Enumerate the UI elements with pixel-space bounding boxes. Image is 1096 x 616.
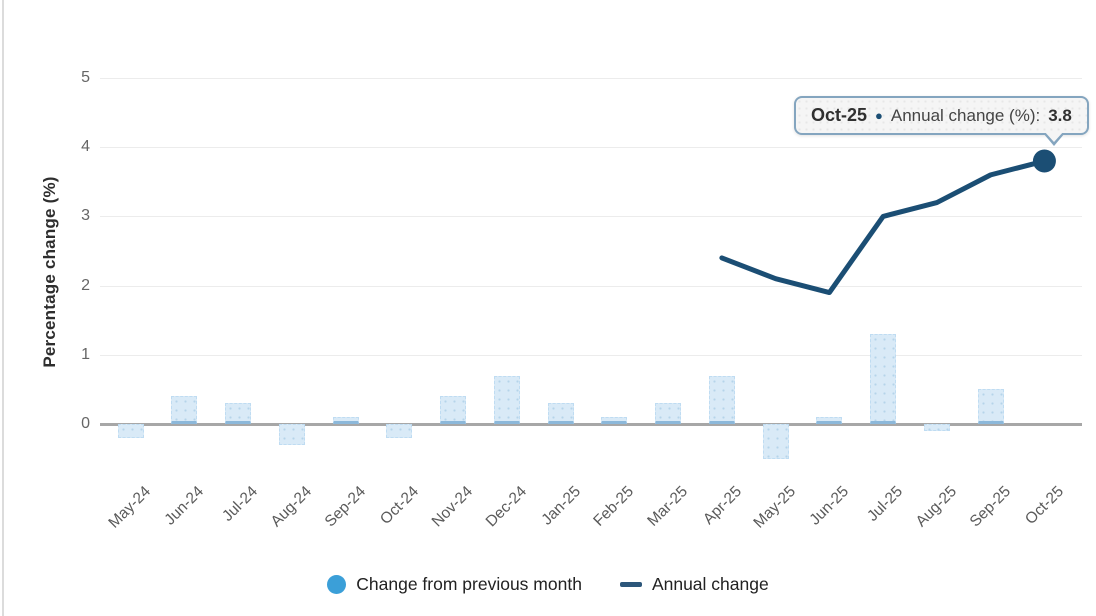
tooltip: Oct-25 ● Annual change (%): 3.8 [794, 96, 1089, 146]
selected-point-oct-25[interactable] [1032, 149, 1056, 173]
gridline-3 [100, 216, 1082, 218]
y-tick-label: 0 [81, 415, 90, 432]
line-marker-icon [619, 582, 642, 587]
bar-May-24[interactable] [117, 424, 144, 438]
bar-Mar-25[interactable] [655, 403, 682, 424]
tooltip-value: 3.8 [1048, 105, 1072, 125]
gridline-5 [100, 78, 1082, 79]
legend-item-annual-change[interactable]: Annual change [619, 574, 769, 595]
bar-May-25[interactable] [762, 424, 789, 459]
legend-label: Annual change [651, 574, 769, 594]
chart-legend: Change from previous month Annual change [0, 574, 1096, 595]
bar-Sep-24[interactable] [332, 417, 359, 424]
bar-Jan-25[interactable] [547, 403, 574, 424]
tooltip-series-dot-icon: ● [875, 108, 883, 123]
bar-Nov-24[interactable] [440, 396, 467, 424]
bar-Jul-25[interactable] [870, 334, 897, 424]
y-tick-label: 3 [81, 207, 90, 225]
y-tick-label: 1 [81, 345, 90, 363]
y-tick-label: 5 [81, 69, 90, 86]
bar-Aug-24[interactable] [278, 424, 305, 445]
bar-Oct-24[interactable] [386, 424, 413, 438]
annual-change-line[interactable] [719, 158, 1047, 296]
bar-Feb-25[interactable] [601, 417, 628, 424]
gridline-2 [100, 285, 1082, 287]
circle-marker-icon [327, 575, 347, 594]
page-left-border [2, 0, 4, 616]
bar-Sep-25[interactable] [977, 389, 1004, 424]
bar-Jun-25[interactable] [816, 417, 843, 424]
y-tick-label: 2 [81, 276, 90, 294]
gridline-4 [100, 147, 1082, 149]
tooltip-category: Oct-25 [811, 105, 868, 125]
bar-Dec-24[interactable] [493, 375, 520, 424]
legend-label: Change from previous month [356, 574, 582, 594]
bar-Jul-24[interactable] [225, 403, 252, 424]
bar-Apr-25[interactable] [708, 375, 735, 424]
tooltip-series-label: Annual change (%): [890, 105, 1041, 125]
gridline-0 [100, 423, 1082, 426]
legend-item-monthly-change[interactable]: Change from previous month [327, 574, 582, 595]
y-tick-label: 4 [81, 138, 90, 156]
gridline-1 [100, 354, 1082, 356]
bar-Aug-25[interactable] [923, 424, 950, 431]
bar-Jun-24[interactable] [171, 396, 198, 424]
